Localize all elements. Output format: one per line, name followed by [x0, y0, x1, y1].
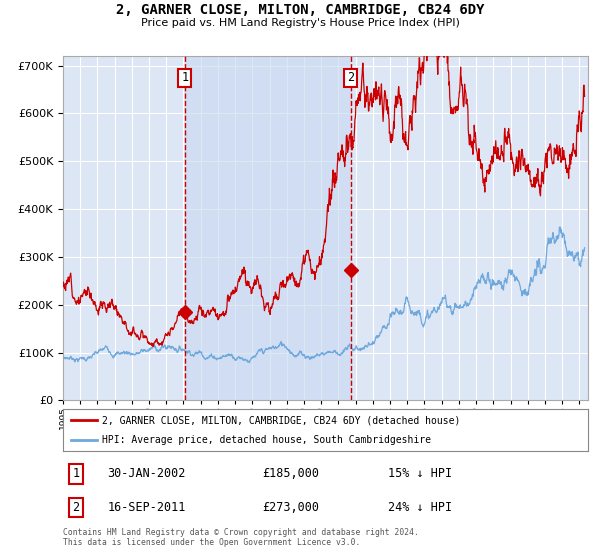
Text: 2, GARNER CLOSE, MILTON, CAMBRIDGE, CB24 6DY (detached house): 2, GARNER CLOSE, MILTON, CAMBRIDGE, CB24…: [103, 415, 461, 425]
Text: 2: 2: [73, 501, 80, 514]
Text: 15% ↓ HPI: 15% ↓ HPI: [389, 468, 452, 480]
Text: 24% ↓ HPI: 24% ↓ HPI: [389, 501, 452, 514]
Text: HPI: Average price, detached house, South Cambridgeshire: HPI: Average price, detached house, Sout…: [103, 435, 431, 445]
Bar: [185, 56, 351, 400]
Text: Contains HM Land Registry data © Crown copyright and database right 2024.
This d: Contains HM Land Registry data © Crown c…: [63, 528, 419, 547]
Text: £273,000: £273,000: [263, 501, 320, 514]
Text: 16-SEP-2011: 16-SEP-2011: [107, 501, 186, 514]
Text: Price paid vs. HM Land Registry's House Price Index (HPI): Price paid vs. HM Land Registry's House …: [140, 18, 460, 29]
Text: 2: 2: [347, 72, 355, 85]
Text: 2, GARNER CLOSE, MILTON, CAMBRIDGE, CB24 6DY: 2, GARNER CLOSE, MILTON, CAMBRIDGE, CB24…: [116, 3, 484, 17]
Text: 1: 1: [181, 72, 188, 85]
Text: 30-JAN-2002: 30-JAN-2002: [107, 468, 186, 480]
Text: £185,000: £185,000: [263, 468, 320, 480]
Text: 1: 1: [73, 468, 80, 480]
